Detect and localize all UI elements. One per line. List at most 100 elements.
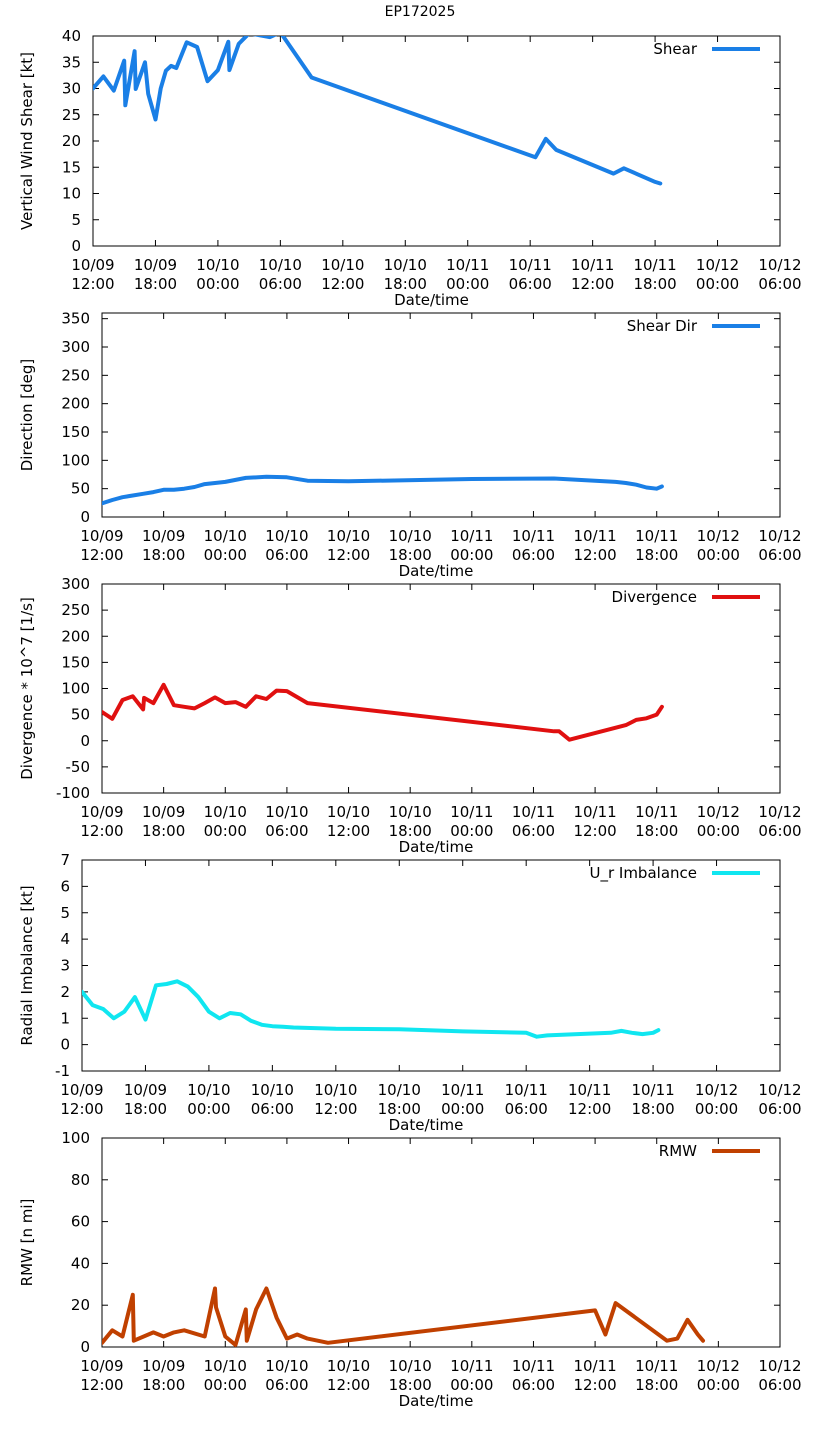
y-axis-label: Radial Imbalance [kt] [18, 885, 36, 1045]
chart-panel-4: -10123456710/0912:0010/0918:0010/1000:00… [18, 851, 802, 1134]
y-tick-label: 5 [60, 904, 70, 922]
x-tick-time: 00:00 [441, 1100, 484, 1118]
x-tick-time: 06:00 [259, 275, 302, 293]
y-tick-label: 350 [61, 310, 90, 328]
x-tick-time: 18:00 [142, 546, 185, 564]
x-tick-date: 10/11 [635, 527, 678, 545]
x-tick-date: 10/11 [512, 1357, 555, 1375]
x-tick-time: 00:00 [696, 275, 739, 293]
x-axis-label: Date/time [399, 562, 474, 580]
y-tick-label: 15 [62, 158, 81, 176]
x-axis-label: Date/time [389, 1116, 464, 1134]
y-tick-label: 50 [71, 480, 90, 498]
y-tick-label: 200 [61, 627, 90, 645]
x-tick-date: 10/09 [71, 256, 114, 274]
x-tick-date: 10/10 [265, 1357, 308, 1375]
x-tick-time: 06:00 [251, 1100, 294, 1118]
x-tick-date: 10/10 [259, 256, 302, 274]
x-tick-time: 06:00 [265, 546, 308, 564]
x-tick-date: 10/10 [327, 803, 370, 821]
x-tick-time: 12:00 [71, 275, 114, 293]
chart-panel-3: -100-5005010015020025030010/0912:0010/09… [18, 575, 802, 856]
y-tick-label: 0 [80, 1338, 90, 1356]
x-tick-time: 18:00 [389, 1376, 432, 1394]
y-axis-label: Direction [deg] [18, 359, 36, 472]
x-tick-date: 10/09 [80, 803, 123, 821]
plot-frame [101, 312, 781, 518]
x-tick-time: 12:00 [327, 822, 370, 840]
x-tick-date: 10/09 [134, 256, 177, 274]
x-tick-date: 10/12 [758, 256, 801, 274]
plot-frame [101, 1137, 781, 1348]
x-tick-date: 10/09 [142, 803, 185, 821]
y-tick-label: 0 [80, 508, 90, 526]
x-tick-date: 10/09 [124, 1081, 167, 1099]
x-tick-time: 06:00 [512, 822, 555, 840]
x-tick-time: 18:00 [633, 275, 676, 293]
x-tick-time: 06:00 [505, 1100, 548, 1118]
x-tick-time: 06:00 [758, 275, 801, 293]
series-line-rmw [102, 1286, 705, 1347]
y-tick-label: 40 [71, 1254, 90, 1272]
y-tick-label: 60 [71, 1213, 90, 1231]
x-tick-date: 10/10 [265, 527, 308, 545]
x-tick-time: 18:00 [389, 546, 432, 564]
series-line-shear [93, 36, 663, 186]
y-tick-label: 50 [71, 706, 90, 724]
chart-panel-5: 02040608010010/0912:0010/0918:0010/1000:… [18, 1129, 802, 1410]
y-tick-label: 1 [60, 1009, 70, 1027]
y-tick-label: 20 [71, 1296, 90, 1314]
x-tick-time: 18:00 [384, 275, 427, 293]
y-tick-label: 100 [61, 451, 90, 469]
x-tick-date: 10/11 [450, 527, 493, 545]
y-tick-label: 6 [60, 877, 70, 895]
x-tick-date: 10/09 [142, 527, 185, 545]
x-tick-date: 10/11 [573, 1357, 616, 1375]
x-tick-date: 10/10 [204, 527, 247, 545]
y-axis-label: Vertical Wind Shear [kt] [18, 52, 36, 230]
legend-label: RMW [659, 1142, 697, 1160]
x-tick-time: 12:00 [321, 275, 364, 293]
x-tick-date: 10/10 [389, 803, 432, 821]
y-tick-label: 80 [71, 1171, 90, 1189]
x-tick-date: 10/12 [697, 527, 740, 545]
chart-panels: 051015202530354010/0912:0010/0918:0010/1… [18, 27, 802, 1410]
y-tick-label: 4 [60, 930, 70, 948]
x-tick-time: 18:00 [631, 1100, 674, 1118]
x-tick-time: 18:00 [142, 1376, 185, 1394]
x-tick-time: 00:00 [196, 275, 239, 293]
x-tick-time: 00:00 [697, 822, 740, 840]
x-tick-time: 12:00 [568, 1100, 611, 1118]
x-tick-time: 12:00 [314, 1100, 357, 1118]
y-tick-label: -100 [56, 784, 90, 802]
x-tick-time: 00:00 [697, 546, 740, 564]
x-tick-date: 10/10 [321, 256, 364, 274]
x-tick-date: 10/12 [758, 803, 801, 821]
legend-label: U_r Imbalance [589, 864, 697, 883]
y-tick-label: -50 [66, 758, 91, 776]
y-tick-label: 300 [61, 338, 90, 356]
y-tick-label: 5 [71, 211, 81, 229]
y-tick-label: 300 [61, 575, 90, 593]
x-tick-time: 12:00 [80, 1376, 123, 1394]
y-tick-label: 40 [62, 27, 81, 45]
x-tick-time: 18:00 [635, 546, 678, 564]
x-tick-time: 18:00 [134, 275, 177, 293]
x-tick-time: 12:00 [327, 1376, 370, 1394]
x-tick-time: 06:00 [758, 1100, 801, 1118]
x-tick-date: 10/10 [265, 803, 308, 821]
x-tick-time: 06:00 [265, 1376, 308, 1394]
x-tick-time: 12:00 [573, 546, 616, 564]
x-tick-date: 10/10 [204, 1357, 247, 1375]
x-tick-time: 00:00 [450, 822, 493, 840]
y-tick-label: 150 [61, 653, 90, 671]
x-tick-time: 18:00 [389, 822, 432, 840]
y-axis-label: Divergence * 10^7 [1/s] [18, 597, 36, 780]
chart-panel-2: 05010015020025030035010/0912:0010/0918:0… [18, 310, 802, 580]
x-tick-date: 10/10 [389, 1357, 432, 1375]
x-tick-date: 10/12 [758, 1357, 801, 1375]
chart-panel-1: 051015202530354010/0912:0010/0918:0010/1… [18, 27, 802, 309]
x-tick-date: 10/11 [571, 256, 614, 274]
x-tick-date: 10/12 [696, 256, 739, 274]
x-tick-date: 10/11 [450, 1357, 493, 1375]
